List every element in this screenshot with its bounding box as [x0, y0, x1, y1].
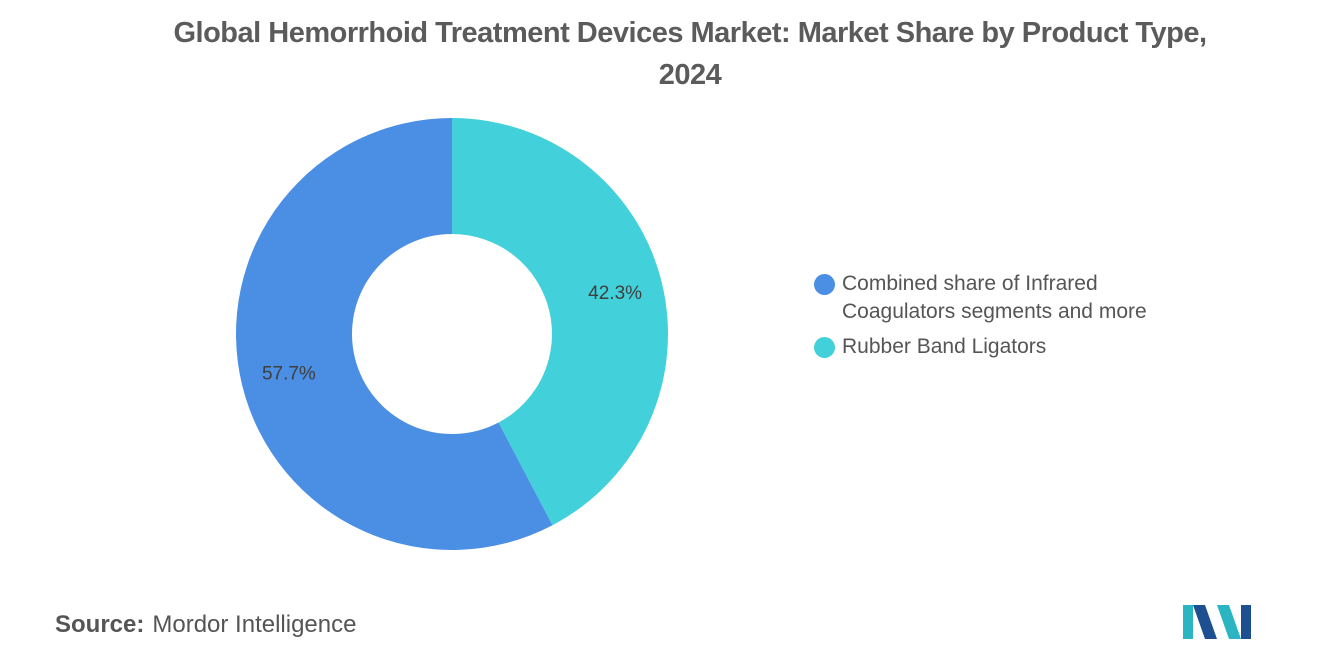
slice-label-infrared-coagulators: 57.7% — [262, 363, 316, 384]
mordor-intelligence-logo-icon — [1183, 605, 1251, 639]
logo-left-bar — [1183, 605, 1193, 639]
chart-title-line-2: 2024 — [658, 59, 722, 91]
logo-right-diagonal — [1217, 605, 1241, 639]
legend-dot-infrared — [814, 274, 835, 295]
source-note: Source: Mordor Intelligence — [55, 611, 356, 639]
logo-left-diagonal — [1193, 605, 1217, 639]
slice-infrared-coagulators — [235, 118, 553, 550]
chart-legend: Combined share of Infrared Coagulators s… — [814, 270, 1214, 368]
chart-title-line-1: Global Hemorrhoid Treatment Devices Mark… — [173, 17, 1207, 49]
logo-right-bar — [1241, 605, 1251, 639]
legend-dot-rubber-band — [814, 337, 835, 358]
slice-label-rubber-band-ligators: 42.3% — [588, 283, 642, 304]
legend-item-rubber-band: Rubber Band Ligators — [814, 333, 1214, 361]
legend-item-infrared: Combined share of Infrared Coagulators s… — [814, 270, 1214, 326]
legend-label-infrared-line-2: Coagulators segments and more — [842, 300, 1147, 323]
source-label: Source: — [55, 611, 145, 638]
legend-label-rubber-band: Rubber Band Ligators — [842, 335, 1047, 358]
legend-label-infrared-line-1: Combined share of Infrared — [842, 272, 1098, 295]
source-text: Mordor Intelligence — [152, 611, 357, 638]
slice-rubber-band-ligators — [452, 118, 669, 526]
chart-title: Global Hemorrhoid Treatment Devices Mark… — [60, 12, 1320, 96]
